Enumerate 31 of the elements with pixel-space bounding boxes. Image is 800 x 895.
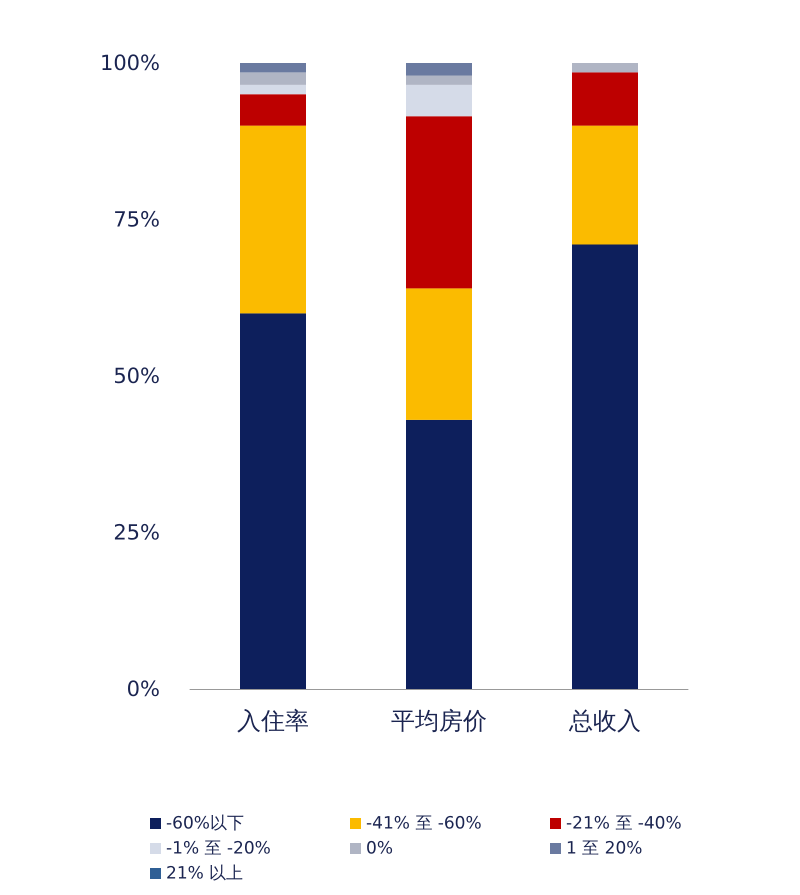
- bar: [240, 313, 306, 689]
- bar: [240, 84, 306, 94]
- bar: [406, 84, 472, 116]
- bar: [240, 94, 306, 126]
- y-tick-label: 0%: [126, 677, 160, 701]
- bar: [240, 63, 306, 72]
- bar: [240, 72, 306, 85]
- bar: [240, 126, 306, 314]
- legend-label: -1% 至 -20%: [166, 838, 271, 858]
- legend-label: -21% 至 -40%: [566, 814, 682, 834]
- legend-label: 21% 以上: [166, 864, 244, 884]
- bar: [572, 63, 638, 72]
- bar: [406, 116, 472, 288]
- x-tick-label: 平均房价: [391, 707, 487, 735]
- legend-label: 1 至 20%: [566, 838, 642, 858]
- y-tick-label: 75%: [113, 208, 160, 232]
- bar: [406, 288, 472, 420]
- x-tick-label: 入住率: [237, 707, 309, 735]
- legend-label: 0%: [366, 838, 393, 858]
- bar: [572, 72, 638, 126]
- x-tick-label: 总收入: [568, 707, 641, 735]
- bar: [406, 76, 472, 85]
- legend-label: -41% 至 -60%: [366, 814, 482, 834]
- bar: [572, 126, 638, 245]
- legend-label: -60%以下: [166, 814, 244, 834]
- y-tick-label: 25%: [113, 520, 160, 544]
- y-tick-label: 100%: [100, 51, 160, 75]
- bar: [406, 63, 472, 76]
- bar: [406, 420, 472, 689]
- bar: [572, 244, 638, 689]
- y-tick-label: 50%: [113, 364, 160, 388]
